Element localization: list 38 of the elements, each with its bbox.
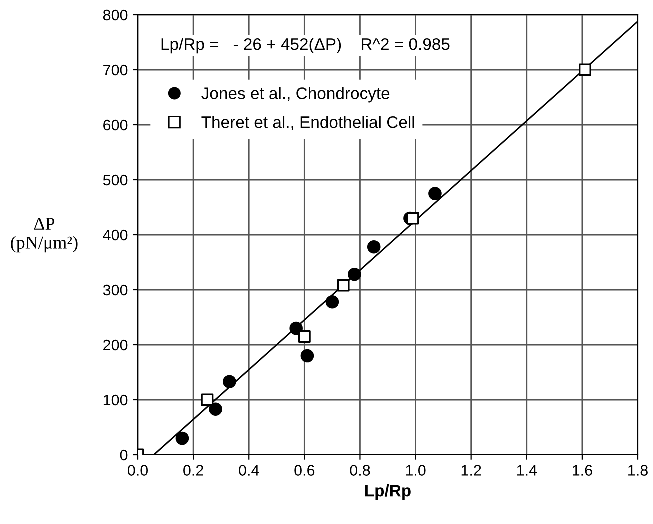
- y-tick-label: 500: [103, 174, 128, 186]
- legend-label: Theret et al., Endothelial Cell: [202, 116, 414, 130]
- y-tick-label: 400: [103, 230, 128, 241]
- legend-label: Jones et al., Chondrocyte: [202, 87, 390, 103]
- point: [579, 64, 592, 76]
- y-tick-label: 700: [104, 64, 128, 76]
- x-tick-label: 0.8: [350, 465, 370, 476]
- point: [290, 322, 303, 336]
- x-tick-label: 0.2: [184, 465, 204, 476]
- point: [201, 394, 214, 406]
- point: [428, 187, 442, 200]
- point: [348, 268, 362, 282]
- y-axis-title: ΔP (pN/μm²): [11, 218, 78, 253]
- x-tick-label: 0.4: [239, 465, 260, 476]
- x-tick-label: 1.8: [628, 465, 648, 476]
- point: [223, 375, 236, 388]
- annotation: Lp/Rp = - 26 + 452(ΔP) R^2 = 0.985: [162, 38, 450, 54]
- point: [209, 402, 222, 416]
- y-tick-label: 0: [120, 450, 128, 461]
- y-tick-label: 100: [104, 394, 128, 406]
- point: [298, 330, 311, 343]
- point: [337, 279, 350, 292]
- point: [176, 432, 190, 446]
- point: [300, 349, 314, 363]
- x-tick-label: 0.0: [128, 465, 148, 476]
- point: [406, 212, 420, 225]
- x-axis-title: Lp/Rp: [366, 484, 411, 500]
- y-tick-label: 300: [103, 284, 128, 296]
- x-tick-label: 1.2: [462, 465, 482, 476]
- point: [326, 295, 340, 309]
- x-tick-label: 1.6: [572, 465, 592, 476]
- x-tick-label: 0.6: [294, 465, 315, 476]
- y-tick-label: 200: [104, 340, 128, 351]
- y-tick-label: 800: [103, 10, 128, 21]
- y-tick-label: 600: [104, 120, 128, 131]
- point: [367, 240, 381, 254]
- x-tick-label: 1.0: [406, 465, 426, 476]
- x-tick-label: 1.4: [517, 465, 538, 476]
